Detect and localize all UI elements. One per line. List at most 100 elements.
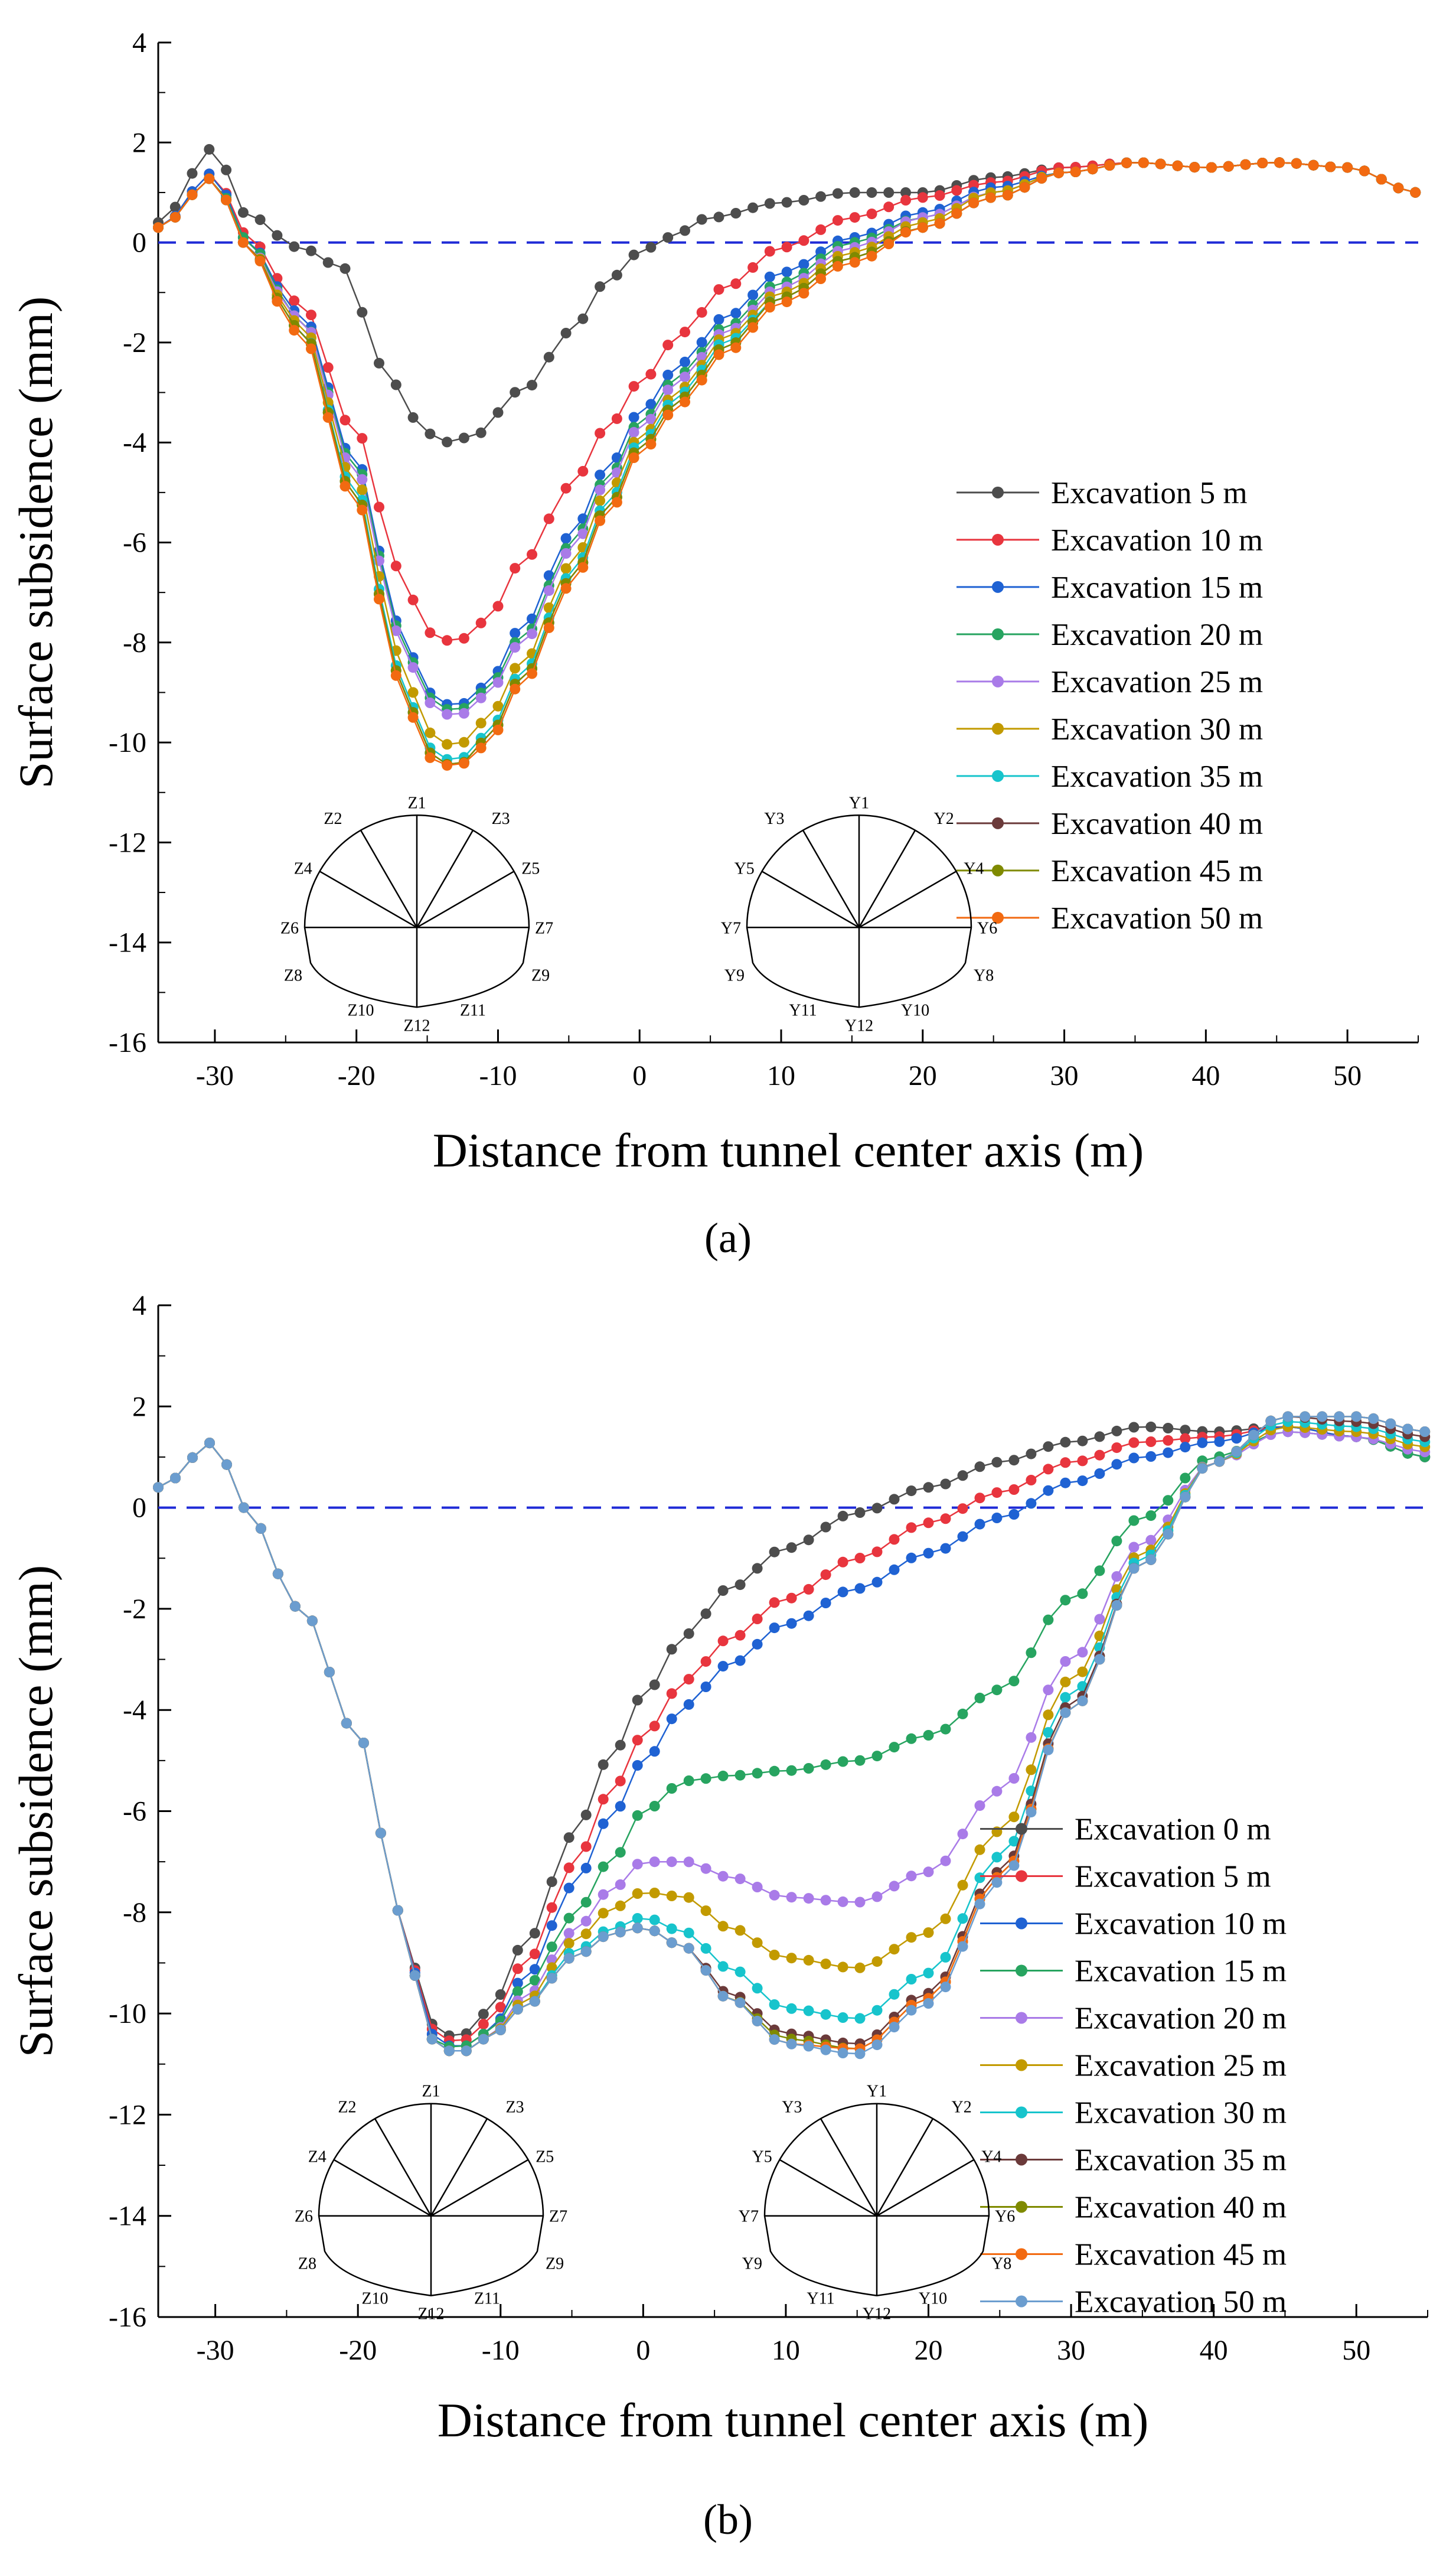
data-point bbox=[1060, 1436, 1071, 1448]
data-point bbox=[1060, 1676, 1071, 1687]
tunnel-radial-line bbox=[430, 2118, 488, 2217]
data-point bbox=[272, 296, 283, 307]
data-point bbox=[798, 259, 809, 270]
data-point bbox=[1077, 1435, 1088, 1446]
x-tick-label: 20 bbox=[914, 2335, 942, 2366]
data-point bbox=[1172, 160, 1183, 171]
data-point bbox=[683, 1927, 694, 1938]
data-point bbox=[934, 218, 945, 229]
data-point bbox=[221, 194, 232, 206]
data-point bbox=[871, 2005, 883, 2016]
data-point bbox=[883, 187, 895, 198]
data-point bbox=[662, 369, 674, 380]
legend-marker bbox=[992, 581, 1004, 593]
diagram-label: Z12 bbox=[403, 1016, 430, 1035]
diagram-label: Y3 bbox=[782, 2098, 802, 2117]
data-point bbox=[595, 470, 606, 481]
data-point bbox=[747, 289, 759, 301]
y-tick-label: -10 bbox=[109, 1998, 146, 2029]
data-point bbox=[666, 1783, 677, 1794]
data-point bbox=[1094, 1654, 1105, 1665]
data-point bbox=[940, 1855, 951, 1866]
data-point bbox=[563, 1912, 574, 1924]
data-point bbox=[615, 1775, 626, 1787]
data-point bbox=[1026, 1732, 1037, 1743]
data-point bbox=[1334, 1411, 1345, 1422]
data-point bbox=[495, 2002, 506, 2013]
data-point bbox=[900, 187, 911, 198]
data-point bbox=[339, 481, 351, 492]
legend-label: Excavation 15 m bbox=[1051, 571, 1263, 605]
legend-marker bbox=[992, 628, 1004, 640]
data-point bbox=[923, 1517, 934, 1529]
data-point bbox=[512, 1986, 523, 1997]
data-point bbox=[815, 224, 827, 235]
data-point bbox=[1043, 1684, 1054, 1696]
data-point bbox=[666, 1856, 677, 1868]
tunnel-outline bbox=[746, 814, 972, 1008]
data-point bbox=[883, 201, 895, 213]
x-tick-label: 40 bbox=[1200, 2335, 1228, 2366]
data-point bbox=[974, 1844, 985, 1855]
data-point bbox=[1257, 158, 1268, 168]
y-tick-label: 4 bbox=[132, 27, 146, 58]
data-point bbox=[254, 256, 266, 266]
data-point bbox=[392, 1905, 403, 1916]
data-point bbox=[1026, 1475, 1037, 1485]
data-point bbox=[1060, 1477, 1071, 1488]
data-point bbox=[1026, 1498, 1037, 1509]
legend-marker bbox=[992, 864, 1004, 876]
data-point bbox=[425, 698, 436, 708]
data-point bbox=[357, 474, 368, 485]
data-point bbox=[492, 724, 504, 735]
data-point bbox=[580, 1928, 592, 1940]
data-point bbox=[1111, 1536, 1122, 1547]
data-point bbox=[306, 1615, 318, 1627]
data-point bbox=[1111, 1459, 1122, 1470]
data-point bbox=[1197, 1463, 1208, 1474]
tunnel-radial-line bbox=[360, 830, 418, 928]
data-point bbox=[786, 1892, 797, 1903]
data-point bbox=[543, 585, 554, 596]
data-point bbox=[820, 1895, 831, 1906]
tunnel-radial-line bbox=[430, 2159, 529, 2217]
data-point bbox=[390, 561, 401, 572]
data-point bbox=[752, 1614, 763, 1624]
data-point bbox=[546, 1962, 557, 1973]
data-point bbox=[917, 222, 928, 233]
data-point bbox=[906, 1485, 917, 1497]
data-point bbox=[923, 1998, 934, 2009]
data-point bbox=[1026, 1807, 1037, 1818]
series-excavation-0-m bbox=[153, 1421, 1431, 2041]
y-tick-label: 2 bbox=[132, 1391, 146, 1422]
legend-label: Excavation 20 m bbox=[1051, 618, 1263, 652]
data-point bbox=[1231, 1446, 1242, 1457]
data-point bbox=[803, 1893, 814, 1904]
data-point bbox=[906, 1552, 917, 1563]
y-tick-label: -10 bbox=[109, 727, 146, 758]
data-point bbox=[906, 1733, 917, 1744]
diagram-label: Y2 bbox=[934, 810, 954, 828]
data-point bbox=[906, 1974, 917, 1985]
data-point bbox=[991, 1852, 1003, 1863]
y-tick-label: 2 bbox=[132, 127, 146, 158]
data-point bbox=[717, 1635, 729, 1647]
legend-marker bbox=[1016, 2106, 1027, 2119]
data-point bbox=[717, 1961, 729, 1972]
data-point bbox=[713, 211, 724, 223]
data-point bbox=[1094, 1431, 1105, 1442]
data-point bbox=[1053, 167, 1064, 178]
data-point bbox=[510, 663, 521, 674]
data-point bbox=[1060, 1692, 1071, 1703]
data-point bbox=[764, 246, 775, 257]
data-point bbox=[1087, 164, 1098, 175]
data-point bbox=[764, 302, 775, 313]
data-point bbox=[649, 1720, 660, 1732]
data-point bbox=[786, 1542, 797, 1553]
data-point bbox=[1300, 1411, 1311, 1422]
data-point bbox=[512, 1944, 523, 1956]
data-point bbox=[1163, 1447, 1174, 1458]
data-point bbox=[563, 1953, 574, 1964]
data-point bbox=[713, 314, 724, 325]
data-point bbox=[940, 1513, 951, 1524]
